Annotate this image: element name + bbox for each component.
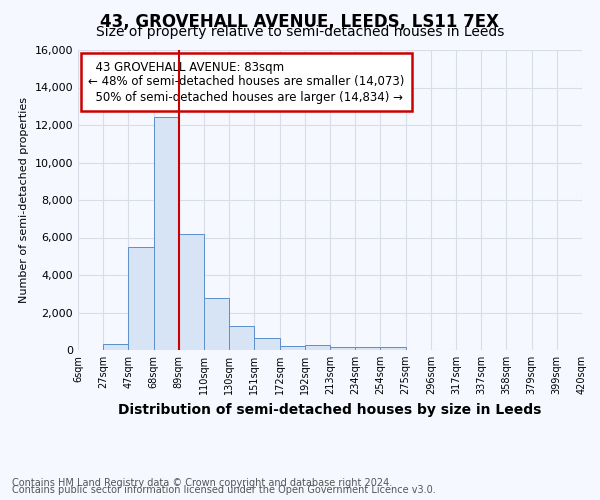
Text: Contains public sector information licensed under the Open Government Licence v3: Contains public sector information licen… xyxy=(12,485,436,495)
Bar xyxy=(204,298,229,350)
Bar xyxy=(254,338,280,350)
Text: 43 GROVEHALL AVENUE: 83sqm
← 48% of semi-detached houses are smaller (14,073)
  : 43 GROVEHALL AVENUE: 83sqm ← 48% of semi… xyxy=(88,60,404,104)
Bar xyxy=(355,347,380,350)
Bar xyxy=(330,347,355,350)
Bar xyxy=(280,346,305,350)
Y-axis label: Number of semi-detached properties: Number of semi-detached properties xyxy=(19,97,29,303)
X-axis label: Distribution of semi-detached houses by size in Leeds: Distribution of semi-detached houses by … xyxy=(118,402,542,416)
Bar xyxy=(179,234,204,350)
Bar xyxy=(103,344,128,350)
Bar xyxy=(380,347,406,350)
Bar xyxy=(229,326,254,350)
Text: 43, GROVEHALL AVENUE, LEEDS, LS11 7EX: 43, GROVEHALL AVENUE, LEEDS, LS11 7EX xyxy=(101,12,499,30)
Bar xyxy=(305,346,330,350)
Text: Contains HM Land Registry data © Crown copyright and database right 2024.: Contains HM Land Registry data © Crown c… xyxy=(12,478,392,488)
Text: Size of property relative to semi-detached houses in Leeds: Size of property relative to semi-detach… xyxy=(96,25,504,39)
Bar xyxy=(128,247,154,350)
Bar xyxy=(154,116,179,350)
